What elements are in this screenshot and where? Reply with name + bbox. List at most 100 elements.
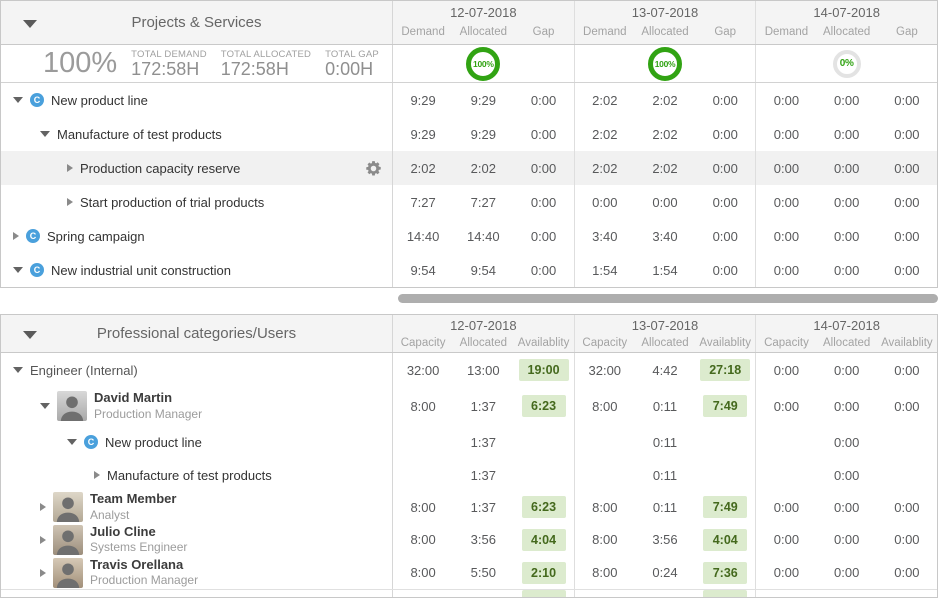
date-label: 14-07-2018 <box>813 318 880 333</box>
date-group-header: 14-07-2018 Demand Allocated Gap <box>755 1 937 44</box>
collapse-node-arrow-icon[interactable] <box>13 97 23 103</box>
collapse-node-arrow-icon[interactable] <box>40 131 50 137</box>
user-tree-cell[interactable]: Team Member Analyst <box>1 491 393 523</box>
projects-panel: Projects & Services 12-07-2018 Demand Allo… <box>0 0 938 288</box>
availability-badge: 19:00 <box>518 359 569 381</box>
value-cell: 8:00 <box>592 499 618 515</box>
date-group-cells <box>755 590 937 597</box>
availability-badge: 6:23 <box>521 395 566 417</box>
collapse-node-arrow-icon[interactable] <box>13 267 23 273</box>
project-tree-cell[interactable]: C New product line <box>1 83 393 117</box>
availability-badge: 27:18 <box>700 359 751 381</box>
value-cell: 0:00 <box>834 228 860 244</box>
value-cell: 0:00 <box>712 194 738 210</box>
value-cell: 0:11 <box>652 398 678 414</box>
project-icon: C <box>84 435 98 449</box>
project-tree-cell[interactable]: C New industrial unit construction <box>1 253 393 287</box>
expand-node-arrow-icon[interactable] <box>67 198 73 206</box>
value-cell: 0:00 <box>894 194 920 210</box>
panel-collapse-arrow-icon[interactable] <box>23 19 37 28</box>
value-cell: 0:00 <box>530 194 557 210</box>
value-cell: 100% <box>635 46 695 81</box>
value-cell: 1:54 <box>592 262 618 278</box>
row-label: New product line <box>51 92 148 108</box>
row-label: Start production of trial products <box>80 194 265 210</box>
users-panel: Professional categories/Users 12-07-2018… <box>0 314 938 598</box>
value-cell: 0:00 <box>894 398 920 414</box>
value-cell: 3:56 <box>652 532 678 547</box>
date-group-cells: 1:37 <box>393 425 574 459</box>
date-group-cells: 0:00 <box>755 459 937 491</box>
collapse-node-arrow-icon[interactable] <box>13 367 23 373</box>
column-header: Allocated <box>641 26 689 38</box>
gear-icon[interactable] <box>365 160 382 177</box>
value-cell: 8:00 <box>592 398 618 414</box>
expand-node-arrow-icon[interactable] <box>94 471 100 479</box>
value-cell: 0:00 <box>894 565 920 580</box>
user-identity: Travis Orellana Production Manager <box>90 557 198 588</box>
users-panel-title: Professional categories/Users <box>96 325 297 342</box>
row-label: Spring campaign <box>47 228 145 244</box>
total-allocated-block: TOTAL ALLOCATED 172:58H <box>221 49 311 79</box>
project-tree-cell[interactable]: Production capacity reserve <box>1 151 393 185</box>
value-cell: 0:00 <box>712 92 738 108</box>
assignment-tree-cell[interactable]: Manufacture of test products <box>1 459 393 491</box>
value-cell <box>695 589 755 597</box>
date-group-cells: 14:40 14:40 0:00 <box>393 219 574 253</box>
assignment-tree-cell[interactable]: C New product line <box>1 425 393 459</box>
user-row: Travis Orellana Production Manager 8:00 5:5… <box>1 556 937 589</box>
value-cell: 0:00 <box>894 362 920 378</box>
date-group-cells: 0:11 <box>573 425 756 459</box>
total-allocated-value: 172:58H <box>220 58 289 79</box>
expand-node-arrow-icon[interactable] <box>40 568 46 577</box>
user-role: Production Manager <box>94 406 203 421</box>
project-icon: C <box>30 263 44 277</box>
users-tree-rows: Engineer (Internal) 32:00 13:00 19:00 32:00 4… <box>1 353 937 589</box>
value-cell: 0:00 <box>773 362 800 378</box>
value-cell: 14:40 <box>406 228 440 244</box>
date-group-cells: 8:00 1:37 6:23 <box>393 387 574 425</box>
projects-panel-header: Projects & Services 12-07-2018 Demand Allo… <box>1 1 937 45</box>
value-cell: 0:00 <box>773 532 800 547</box>
expand-node-arrow-icon[interactable] <box>40 503 46 511</box>
user-row: Team Member Analyst 8:00 1:37 6:23 8:00 0:11 7:… <box>1 491 937 523</box>
expand-node-arrow-icon[interactable] <box>67 164 73 172</box>
column-header: Capacity <box>400 337 446 349</box>
total-gap-block: TOTAL GAP 0:00H <box>325 49 379 79</box>
user-name: Julio Cline <box>90 523 156 539</box>
subcolumn-headers: Capacity Allocated Availablity <box>393 334 574 352</box>
value-cell: 19:00 <box>513 359 573 381</box>
user-tree-cell[interactable]: Travis Orellana Production Manager <box>1 556 393 589</box>
user-identity: Team Member Analyst <box>90 491 176 522</box>
value-cell: 0:00 <box>712 228 738 244</box>
collapse-node-arrow-icon[interactable] <box>67 439 77 445</box>
value-cell: 32:00 <box>406 362 440 378</box>
user-tree-cell[interactable]: Julio Cline Systems Engineer <box>1 523 393 556</box>
value-cell: 0:00 <box>712 126 738 142</box>
value-cell: 2:02 <box>410 160 436 176</box>
panel-collapse-arrow-icon[interactable] <box>23 330 37 339</box>
availability-badge <box>521 589 566 597</box>
availability-badge: 4:04 <box>703 528 748 551</box>
availability-badge: 6:23 <box>521 496 566 518</box>
project-tree-cell[interactable]: Manufacture of test products <box>1 117 393 151</box>
column-header: Availablity <box>881 337 933 349</box>
user-tree-cell[interactable]: David Martin Production Manager <box>1 387 393 425</box>
horizontal-scrollbar-thumb[interactable] <box>398 294 938 303</box>
project-tree-cell[interactable]: Start production of trial products <box>1 185 393 219</box>
date-group-cells: 0:00 0:00 0:00 <box>755 117 937 151</box>
date-group-cells: 8:00 0:11 7:49 <box>573 387 756 425</box>
value-cell: 1:37 <box>470 398 496 414</box>
project-tree-cell[interactable]: C Spring campaign <box>1 219 393 253</box>
category-tree-cell[interactable]: Engineer (Internal) <box>1 353 393 387</box>
project-row: Start production of trial products 7:27 7:… <box>1 185 937 219</box>
date-group-cells: 0:00 0:00 0:00 <box>755 151 937 185</box>
expand-node-arrow-icon[interactable] <box>13 232 19 240</box>
totals-summary-row: 100% TOTAL DEMAND 172:58H TOTAL ALLOCATE… <box>1 45 937 83</box>
value-cell: 9:29 <box>470 126 496 142</box>
expand-node-arrow-icon[interactable] <box>40 535 46 544</box>
column-header: Gap <box>714 26 737 38</box>
date-group-cells: 0:00 0:00 0:00 <box>755 253 937 287</box>
collapse-node-arrow-icon[interactable] <box>40 403 50 409</box>
date-group-cells: 9:54 9:54 0:00 <box>393 253 574 287</box>
